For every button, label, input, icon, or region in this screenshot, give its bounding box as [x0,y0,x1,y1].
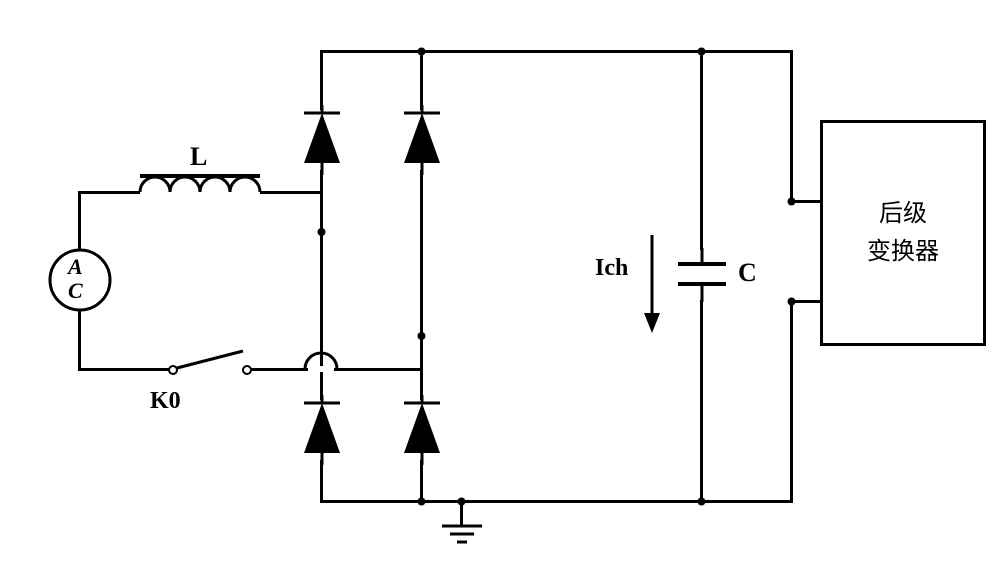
circuit-diagram: A C L K0 [0,0,1000,580]
junction-dots [0,0,1000,580]
